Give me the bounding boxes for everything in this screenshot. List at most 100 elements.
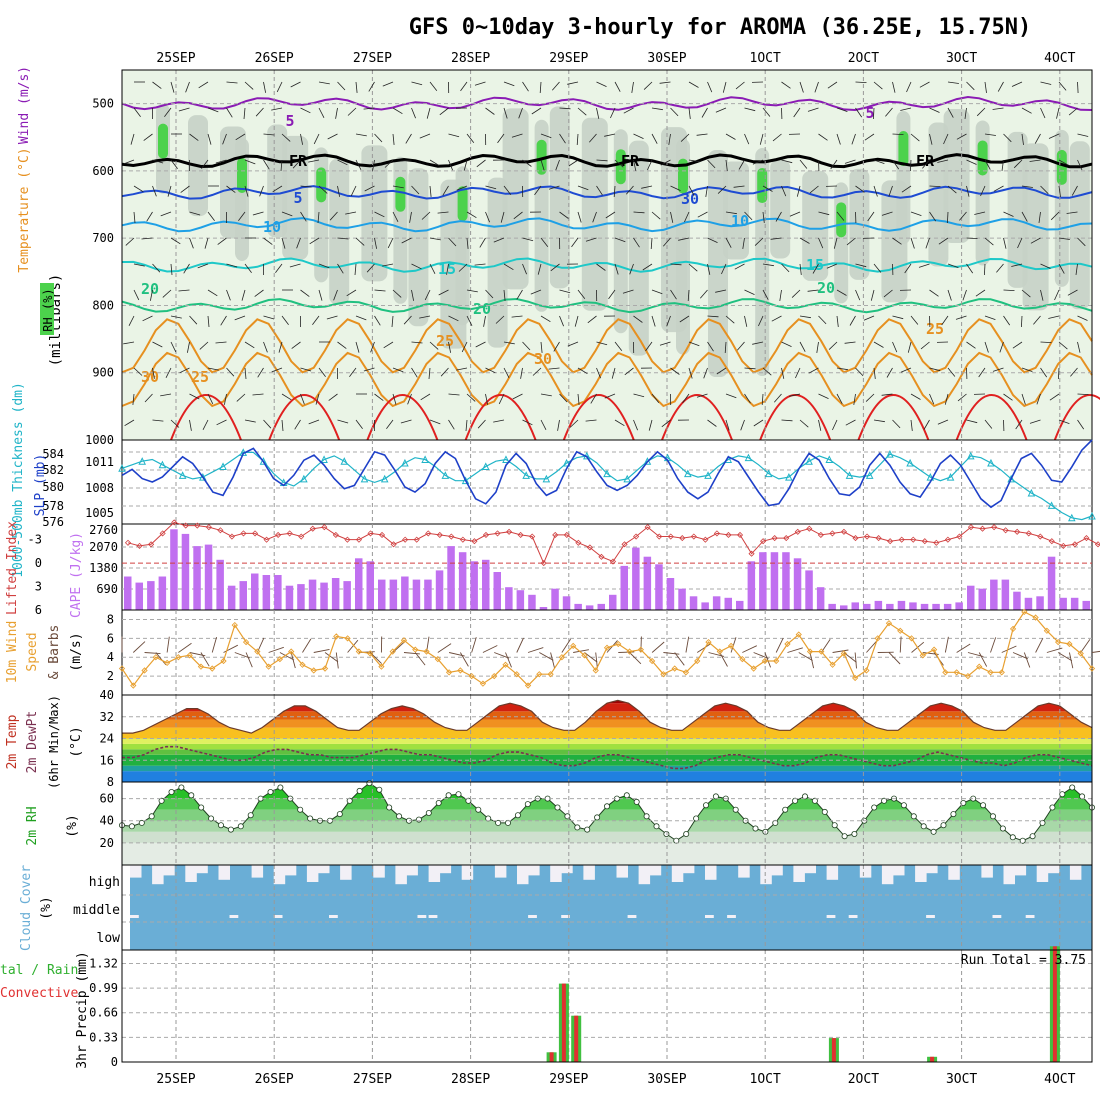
cloud-mid-gap <box>826 915 836 918</box>
wind-barb <box>263 341 268 353</box>
wind-barb <box>1050 211 1060 221</box>
wind-barb <box>1040 289 1044 301</box>
thickness-marker <box>522 471 530 479</box>
wind-barb <box>374 289 386 292</box>
wind-barb <box>189 393 200 400</box>
wind-speed-marker <box>637 646 644 653</box>
wind-speed-marker <box>1088 665 1096 672</box>
wind-barb <box>189 211 201 216</box>
li-marker <box>586 544 593 551</box>
y-tick-label: 3 <box>35 580 42 594</box>
cloud-high-gap <box>881 865 894 885</box>
wind-barb <box>276 81 283 93</box>
wind-barb <box>300 211 307 222</box>
wind-barb <box>781 185 787 197</box>
contour-label: 15 <box>438 260 456 278</box>
cloud-high-gap <box>284 865 297 876</box>
wind-barb <box>183 263 190 274</box>
wind-barb <box>349 367 357 378</box>
li-marker <box>863 533 871 540</box>
cape-bar <box>389 579 398 610</box>
wind-barb <box>775 211 782 222</box>
li-marker <box>1002 527 1009 534</box>
wind-barb <box>947 81 959 84</box>
cape-bar <box>551 588 559 610</box>
wind-barb <box>540 159 545 171</box>
li-marker <box>806 525 813 532</box>
li-marker <box>148 541 155 548</box>
wind-speed-marker <box>953 669 960 676</box>
wind-barb <box>1015 419 1023 430</box>
wind-barb <box>855 263 867 268</box>
wind-speed-line <box>121 611 1093 687</box>
wind-barb <box>956 643 971 653</box>
wind-barb <box>483 315 486 327</box>
wind-barb <box>929 289 939 297</box>
wind-barb <box>1058 159 1069 166</box>
wind-speed-marker <box>1009 625 1017 633</box>
wind-barb <box>614 237 626 243</box>
wind-barb <box>152 419 164 422</box>
cloud-mid-gap <box>428 915 438 918</box>
wind-barb <box>374 211 385 218</box>
li-marker <box>760 538 767 545</box>
li-marker <box>875 535 882 542</box>
y-axis-label-thickness: 1000-500mb Thickness (dm) <box>11 382 26 578</box>
wind-barb <box>633 237 640 248</box>
wind-barb <box>577 107 587 116</box>
wind-barb <box>263 159 270 170</box>
wind-barb <box>503 81 515 87</box>
wind-barb <box>292 159 301 169</box>
isotherm-line <box>121 257 1093 273</box>
cape-bar <box>320 582 328 610</box>
wind-barb <box>411 289 414 301</box>
li-marker <box>1014 528 1021 535</box>
li-marker <box>194 522 201 529</box>
wind-speed-marker <box>355 648 362 655</box>
rh-mid-blob <box>581 117 608 311</box>
wind-barb <box>207 289 218 297</box>
wind-barb <box>827 81 838 89</box>
rh-marker <box>999 825 1006 832</box>
wind-barb <box>807 107 819 112</box>
thickness-marker <box>987 458 995 467</box>
wind-barb <box>290 81 301 88</box>
wind-barb <box>146 211 153 222</box>
wind-speed-marker <box>468 672 475 680</box>
wind-barb <box>851 133 856 145</box>
wind-barb <box>622 289 634 294</box>
rh-marker <box>683 831 690 838</box>
top-day-label: 2OCT <box>848 51 879 66</box>
wind-barb <box>259 185 264 197</box>
wind-barb <box>400 159 412 162</box>
li-marker <box>506 528 513 535</box>
wind-barb <box>429 159 440 167</box>
wind-barb <box>943 133 949 145</box>
wind-barb <box>604 393 616 399</box>
wind-barb <box>1077 81 1079 94</box>
cape-bar <box>770 552 779 610</box>
wind-barb <box>966 81 975 91</box>
wind-barb <box>355 341 360 353</box>
wind-barb <box>257 367 264 378</box>
wind-barb <box>651 133 658 144</box>
wind-speed-marker <box>141 667 148 674</box>
y-tick-label: 582 <box>42 463 64 477</box>
wind-barb <box>863 315 875 321</box>
wind-barb <box>587 315 597 324</box>
rh-mid-blob <box>802 170 829 281</box>
wind-barb <box>796 185 801 197</box>
wind-barb <box>873 263 882 273</box>
wind-barb <box>550 652 555 669</box>
wind-barb <box>245 652 253 668</box>
li-marker <box>725 531 732 539</box>
wind-barb <box>511 133 523 138</box>
wind-barb <box>585 237 597 242</box>
y-axis-label-wind: Wind (m/s) <box>17 66 32 144</box>
wind-barb <box>740 419 745 431</box>
wind-barb <box>302 638 312 653</box>
y-tick-label: 1008 <box>85 481 114 495</box>
top-day-label: 28SEP <box>451 51 490 66</box>
cape-bar <box>528 594 536 610</box>
wind-barb <box>382 263 394 267</box>
